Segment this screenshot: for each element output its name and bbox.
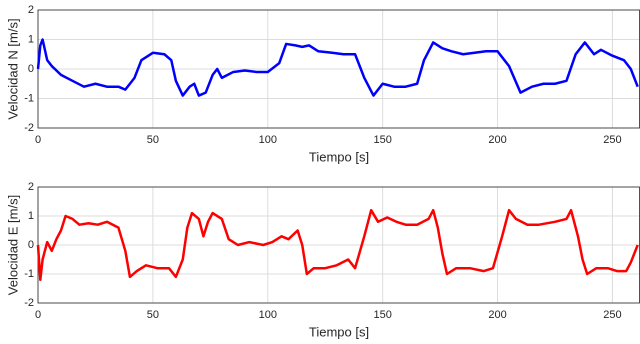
x-tick-label: 100 bbox=[259, 134, 277, 146]
y-tick-label: 2 bbox=[28, 4, 34, 16]
x-tick-label: 150 bbox=[373, 309, 391, 321]
y-axis-label: Velocidad E [m/s] bbox=[5, 195, 20, 295]
y-tick-label: 0 bbox=[28, 63, 34, 75]
x-tick-label: 150 bbox=[373, 134, 391, 146]
x-tick-label: 0 bbox=[35, 309, 41, 321]
data-line bbox=[36, 38, 639, 97]
y-tick-label: -2 bbox=[24, 297, 34, 309]
y-tick-label: 1 bbox=[28, 33, 34, 45]
x-tick-label: 200 bbox=[488, 309, 506, 321]
x-tick-label: 250 bbox=[603, 309, 621, 321]
y-axis-label: Velocidad N [m/s] bbox=[5, 18, 20, 119]
x-tick-label: 200 bbox=[488, 134, 506, 146]
data-line bbox=[36, 208, 639, 282]
x-tick-label: 0 bbox=[35, 134, 41, 146]
y-tick-label: 2 bbox=[28, 181, 34, 193]
x-axis-label: Tiempo [s] bbox=[309, 324, 369, 339]
y-tick-label: -1 bbox=[24, 268, 34, 280]
x-tick-label: 50 bbox=[147, 309, 159, 321]
y-tick-label: -2 bbox=[24, 122, 34, 134]
x-tick-label: 50 bbox=[147, 134, 159, 146]
x-axis-label: Tiempo [s] bbox=[309, 149, 369, 164]
y-tick-label: -1 bbox=[24, 92, 34, 104]
x-tick-label: 250 bbox=[603, 134, 621, 146]
y-tick-label: 1 bbox=[28, 210, 34, 222]
x-tick-label: 100 bbox=[259, 309, 277, 321]
y-tick-label: 0 bbox=[28, 239, 34, 251]
